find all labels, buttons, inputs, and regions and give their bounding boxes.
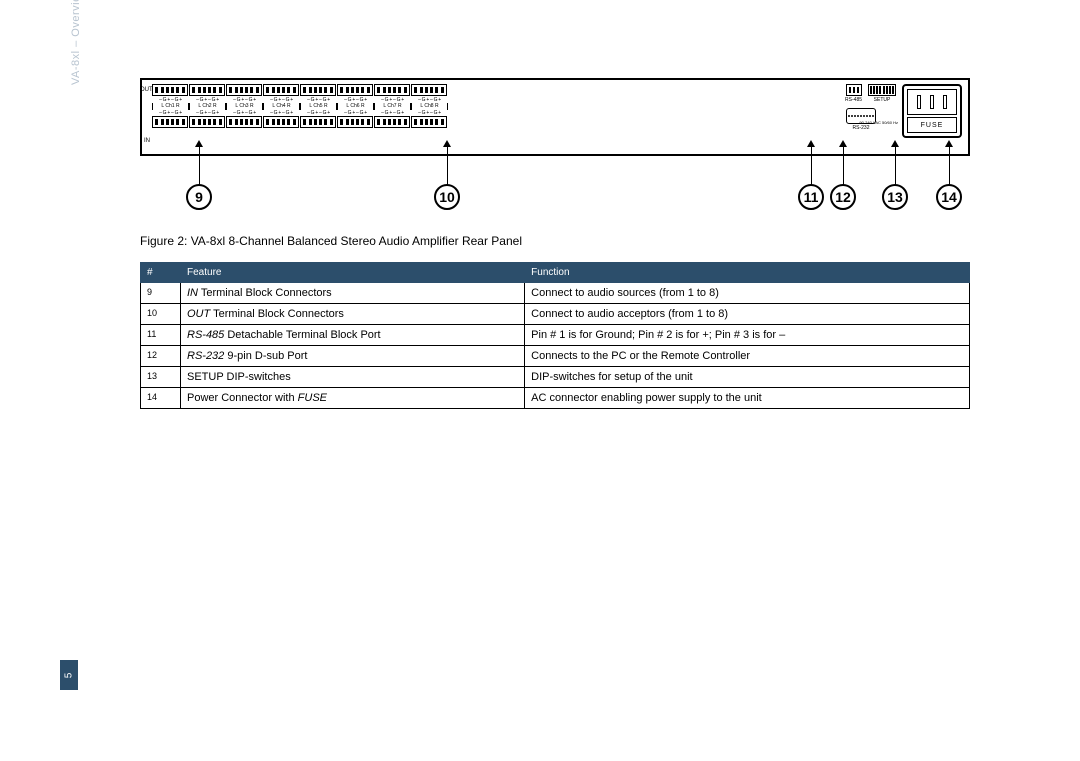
terminal-block — [337, 116, 373, 128]
power-connector: FUSE — [902, 84, 962, 138]
fuse-holder: FUSE — [907, 117, 957, 133]
cell-num: 10 — [141, 304, 181, 325]
terminal-block — [300, 84, 336, 96]
terminal-block — [411, 116, 447, 128]
cell-num: 12 — [141, 346, 181, 367]
callout-circle: 11 — [798, 184, 824, 210]
terminal-block — [263, 84, 299, 96]
table-header-row: # Feature Function — [141, 263, 970, 283]
callout-line — [811, 146, 812, 186]
cell-num: 9 — [141, 283, 181, 304]
col-num-header: # — [141, 263, 181, 283]
cell-feature: SETUP DIP-switches — [181, 367, 525, 388]
table-row: 9IN Terminal Block ConnectorsConnect to … — [141, 283, 970, 304]
channel-label: L Ch7 R — [374, 103, 411, 110]
cell-num: 14 — [141, 388, 181, 409]
table-row: 10OUT Terminal Block ConnectorsConnect t… — [141, 304, 970, 325]
cell-function: Pin # 1 is for Ground; Pin # 2 is for +;… — [525, 325, 970, 346]
channel-label: L Ch6 R — [337, 103, 374, 110]
rs232-label: RS-232 — [853, 125, 870, 131]
rs485-label: RS-485 — [845, 97, 862, 103]
cell-num: 13 — [141, 367, 181, 388]
callout-line — [447, 146, 448, 186]
callout-circle: 12 — [830, 184, 856, 210]
cell-feature: IN Terminal Block Connectors — [181, 283, 525, 304]
callout-line — [843, 146, 844, 186]
cell-feature: OUT Terminal Block Connectors — [181, 304, 525, 325]
content-area: OUT IN – G + – G +– G + – G +– G + – G +… — [140, 78, 970, 409]
col-function-header: Function — [525, 263, 970, 283]
col-feature-header: Feature — [181, 263, 525, 283]
callout-row: 9 10 1112 13 14 — [140, 156, 970, 216]
voltage-label: 90-240 VAC 50/60 Hz — [859, 120, 898, 125]
terminal-blocks: – G + – G +– G + – G +– G + – G +– G + –… — [152, 84, 462, 129]
callout-line — [949, 146, 950, 186]
in-row-label: IN — [144, 138, 150, 144]
in-terminal-row — [152, 116, 462, 128]
channel-label: L Ch5 R — [300, 103, 337, 110]
channel-label: L Ch4 R — [263, 103, 300, 110]
callout-arrow — [807, 140, 815, 147]
side-header: VA-8xl – Overview — [70, 0, 82, 85]
figure-caption: Figure 2: VA-8xl 8-Channel Balanced Ster… — [140, 234, 970, 248]
rs485-port: RS-485 — [845, 84, 862, 103]
terminal-block — [189, 116, 225, 128]
rs485-block — [846, 84, 862, 96]
out-row-label: OUT — [140, 87, 153, 93]
table-row: 13SETUP DIP-switchesDIP-switches for set… — [141, 367, 970, 388]
callout-circle: 10 — [434, 184, 460, 210]
callout-circle: 14 — [936, 184, 962, 210]
callout-arrow — [891, 140, 899, 147]
callout-arrow — [839, 140, 847, 147]
terminal-block — [300, 116, 336, 128]
terminal-block — [411, 84, 447, 96]
terminal-block — [226, 116, 262, 128]
dip-body — [868, 84, 896, 96]
terminal-block — [374, 116, 410, 128]
terminal-block — [152, 84, 188, 96]
terminal-block — [337, 84, 373, 96]
cell-feature: RS-485 Detachable Terminal Block Port — [181, 325, 525, 346]
out-terminal-row — [152, 84, 462, 96]
callout-arrow — [195, 140, 203, 147]
terminal-block — [374, 84, 410, 96]
terminal-block — [189, 84, 225, 96]
channel-label: L Ch2 R — [189, 103, 226, 110]
callout-circle: 13 — [882, 184, 908, 210]
cell-feature: RS-232 9-pin D-sub Port — [181, 346, 525, 367]
callout-circle: 9 — [186, 184, 212, 210]
channel-label: L Ch8 R — [411, 103, 448, 110]
channel-label: L Ch1 R — [152, 103, 189, 110]
dip-switches: SETUP — [868, 84, 896, 103]
table-row: 11RS-485 Detachable Terminal Block PortP… — [141, 325, 970, 346]
terminal-block — [263, 116, 299, 128]
callout-arrow — [443, 140, 451, 147]
page-number: 5 — [64, 672, 75, 678]
setup-label: SETUP — [874, 97, 891, 103]
feature-table: # Feature Function 9IN Terminal Block Co… — [140, 262, 970, 409]
terminal-block — [226, 84, 262, 96]
page-number-box: 5 — [60, 660, 78, 690]
cell-num: 11 — [141, 325, 181, 346]
table-row: 12RS-232 9-pin D-sub PortConnects to the… — [141, 346, 970, 367]
cell-function: Connects to the PC or the Remote Control… — [525, 346, 970, 367]
callout-line — [895, 146, 896, 186]
channel-labels-row: L Ch1 RL Ch2 RL Ch3 RL Ch4 RL Ch5 RL Ch6… — [152, 103, 462, 110]
table-row: 14Power Connector with FUSEAC connector … — [141, 388, 970, 409]
terminal-block — [152, 116, 188, 128]
cell-function: Connect to audio acceptors (from 1 to 8) — [525, 304, 970, 325]
iec-inlet — [907, 89, 957, 115]
callout-line — [199, 146, 200, 186]
cell-function: Connect to audio sources (from 1 to 8) — [525, 283, 970, 304]
cell-function: DIP-switches for setup of the unit — [525, 367, 970, 388]
callout-arrow — [945, 140, 953, 147]
channel-label: L Ch3 R — [226, 103, 263, 110]
cell-function: AC connector enabling power supply to th… — [525, 388, 970, 409]
table-body: 9IN Terminal Block ConnectorsConnect to … — [141, 283, 970, 409]
cell-feature: Power Connector with FUSE — [181, 388, 525, 409]
